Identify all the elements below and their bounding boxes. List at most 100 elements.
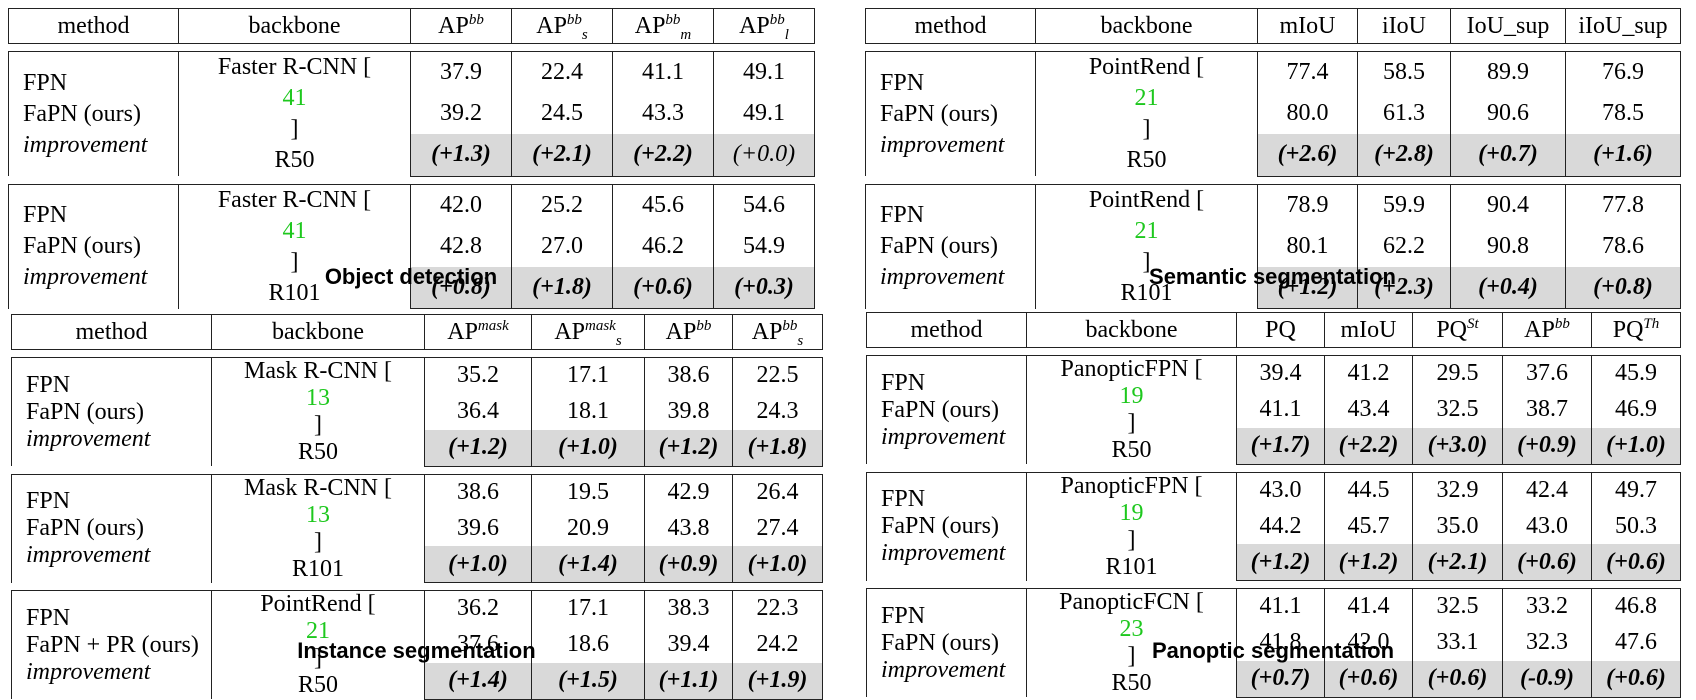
- header-ap-bb-s: APbbs: [511, 8, 613, 44]
- value-cell: 27.0: [511, 225, 613, 267]
- value-cell: 38.3: [644, 589, 733, 627]
- citation-link[interactable]: 19: [1119, 499, 1144, 526]
- header-method: method: [865, 8, 1036, 44]
- value-cell: 39.2: [410, 93, 512, 135]
- semantic-segmentation-caption: Semantic segmentation: [1149, 264, 1396, 289]
- value-cell: 39.4: [644, 626, 733, 663]
- value-cell: 37.9: [410, 51, 512, 94]
- value-cell: 22.5: [732, 356, 823, 394]
- header-pq: PQ: [1236, 312, 1325, 348]
- citation-link[interactable]: 23: [1119, 616, 1144, 642]
- improvement-cell: (+1.9): [732, 662, 823, 700]
- citation-link[interactable]: 19: [1119, 383, 1144, 409]
- header-backbone: backbone: [1035, 8, 1258, 44]
- improvement-cell: (+2.3): [1357, 266, 1451, 309]
- value-cell: 78.5: [1565, 93, 1681, 135]
- improvement-row: (+1.3) (+2.1) (+2.2) (+0.0): [9, 134, 815, 177]
- improvement-cell: (+0.6): [1324, 660, 1413, 698]
- table-row: 39.6 20.9 43.8 27.4: [12, 510, 823, 547]
- value-cell: 80.1: [1257, 225, 1358, 267]
- value-cell: 29.5: [1412, 354, 1503, 392]
- semantic-segmentation-panel: method backbone mIoU iIoU IoU_sup iIoU_s…: [865, 8, 1681, 309]
- citation-link[interactable]: 21: [1134, 85, 1159, 111]
- backbone-cell: Mask R-CNN [13] R101: [211, 473, 425, 583]
- improvement-row: (+2.6) (+2.8) (+0.7) (+1.6): [866, 134, 1681, 177]
- improvement-row: (+1.0) (+1.4) (+0.9) (+1.0): [12, 546, 823, 584]
- value-cell: 32.3: [1502, 624, 1592, 661]
- citation-link[interactable]: 21: [306, 618, 330, 644]
- header-method: method: [11, 314, 212, 350]
- improvement-cell: (+0.6): [1591, 544, 1681, 582]
- table-row: FPN FaPN (ours) improvement Faster R-CNN […: [8, 183, 815, 309]
- value-cell: 61.3: [1357, 93, 1451, 135]
- instance-segmentation-caption: Instance segmentation: [297, 638, 536, 663]
- value-cell: 41.8: [1236, 624, 1325, 661]
- value-cell: 44.2: [1236, 508, 1325, 545]
- table-row: FPN FaPN (ours) improvement Mask R-CNN [13…: [11, 473, 823, 583]
- value-cell: 32.9: [1412, 471, 1503, 509]
- citation-link[interactable]: 21: [1134, 217, 1159, 244]
- value-cell: 45.9: [1591, 354, 1681, 392]
- header-iou-sup: IoU_sup: [1450, 8, 1566, 44]
- method-cell: FPN FaPN (ours) improvement: [866, 355, 1027, 464]
- header-miou: mIoU: [1257, 8, 1358, 44]
- header-pq-st: PQSt: [1412, 312, 1503, 348]
- value-cell: 78.9: [1257, 183, 1358, 226]
- improvement-cell: (+1.4): [531, 546, 645, 584]
- table-row: FPN FaPN (ours) improvement PointRend [21]…: [865, 183, 1681, 309]
- improvement-cell: (+0.6): [612, 266, 714, 309]
- semantic-segmentation-table: method backbone mIoU iIoU IoU_sup iIoU_s…: [865, 8, 1681, 309]
- improvement-cell: (-0.9): [1502, 660, 1592, 698]
- value-cell: 59.9: [1357, 183, 1451, 226]
- table-row: FPN FaPN (ours) improvement PointRend [21]…: [865, 51, 1681, 176]
- table-row: FPN FaPN + PR (ours) improvement PointRend…: [11, 589, 823, 699]
- value-cell: 18.1: [531, 393, 645, 430]
- value-cell: 33.1: [1412, 624, 1503, 661]
- header-pq-th: PQTh: [1591, 312, 1681, 348]
- backbone-cell: Faster R-CNN [41] R101: [178, 183, 411, 309]
- header-ap-bb: APbb: [410, 8, 512, 44]
- value-cell: 77.8: [1565, 183, 1681, 226]
- improvement-cell: (+2.2): [612, 134, 714, 177]
- value-cell: 41.2: [1324, 354, 1413, 392]
- improvement-cell: (+0.3): [713, 266, 815, 309]
- value-cell: 32.5: [1412, 587, 1503, 625]
- improvement-cell: (+0.9): [1502, 427, 1592, 465]
- improvement-cell: (+1.1): [644, 662, 733, 700]
- citation-link[interactable]: 13: [306, 501, 330, 528]
- header-iiou: iIoU: [1357, 8, 1451, 44]
- improvement-cell: (+0.8): [410, 266, 512, 309]
- panoptic-segmentation-caption: Panoptic segmentation: [1151, 638, 1395, 663]
- method-cell: FPN FaPN (ours) improvement: [8, 51, 179, 176]
- value-cell: 90.8: [1450, 225, 1566, 267]
- header-iiou-sup: iIoU_sup: [1565, 8, 1681, 44]
- table-row: 39.2 24.5 43.3 49.1: [9, 93, 815, 135]
- value-cell: 41.4: [1324, 587, 1413, 625]
- method-cell: FPN FaPN (ours) improvement: [11, 357, 212, 466]
- table-row: 41.1 43.4 32.5 38.7 46.9: [867, 391, 1681, 428]
- header-ap-mask-s: APmasks: [531, 314, 645, 350]
- value-cell: 45.6: [612, 183, 714, 226]
- improvement-row: (+1.2) (+2.3) (+0.4) (+0.8): [866, 266, 1681, 309]
- value-cell: 33.2: [1502, 587, 1592, 625]
- citation-link[interactable]: 13: [306, 385, 330, 411]
- value-cell: 41.1: [1236, 391, 1325, 428]
- value-cell: 49.1: [713, 93, 815, 135]
- citation-link[interactable]: 41: [282, 217, 307, 244]
- header-ap-bb-m: APbbm: [612, 8, 714, 44]
- value-cell: 38.6: [644, 356, 733, 394]
- header-ap-bb: APbb: [644, 314, 733, 350]
- table-row: 42.8 27.0 46.2 54.9: [9, 225, 815, 267]
- table-row: FPN FaPN (ours) improvement PanopticFPN [1…: [866, 354, 1681, 464]
- improvement-cell: (+0.6): [1502, 544, 1592, 582]
- improvement-cell: (+2.1): [511, 134, 613, 177]
- header-backbone: backbone: [178, 8, 411, 44]
- value-cell: 25.2: [511, 183, 613, 226]
- value-cell: 42.0: [410, 183, 512, 226]
- value-cell: 47.6: [1591, 624, 1681, 661]
- table-row: 41.8 42.0 33.1 32.3 47.6: [867, 624, 1681, 661]
- value-cell: 76.9: [1565, 51, 1681, 94]
- header-backbone: backbone: [211, 314, 425, 350]
- citation-link[interactable]: 41: [282, 85, 307, 111]
- improvement-cell: (+3.0): [1412, 427, 1503, 465]
